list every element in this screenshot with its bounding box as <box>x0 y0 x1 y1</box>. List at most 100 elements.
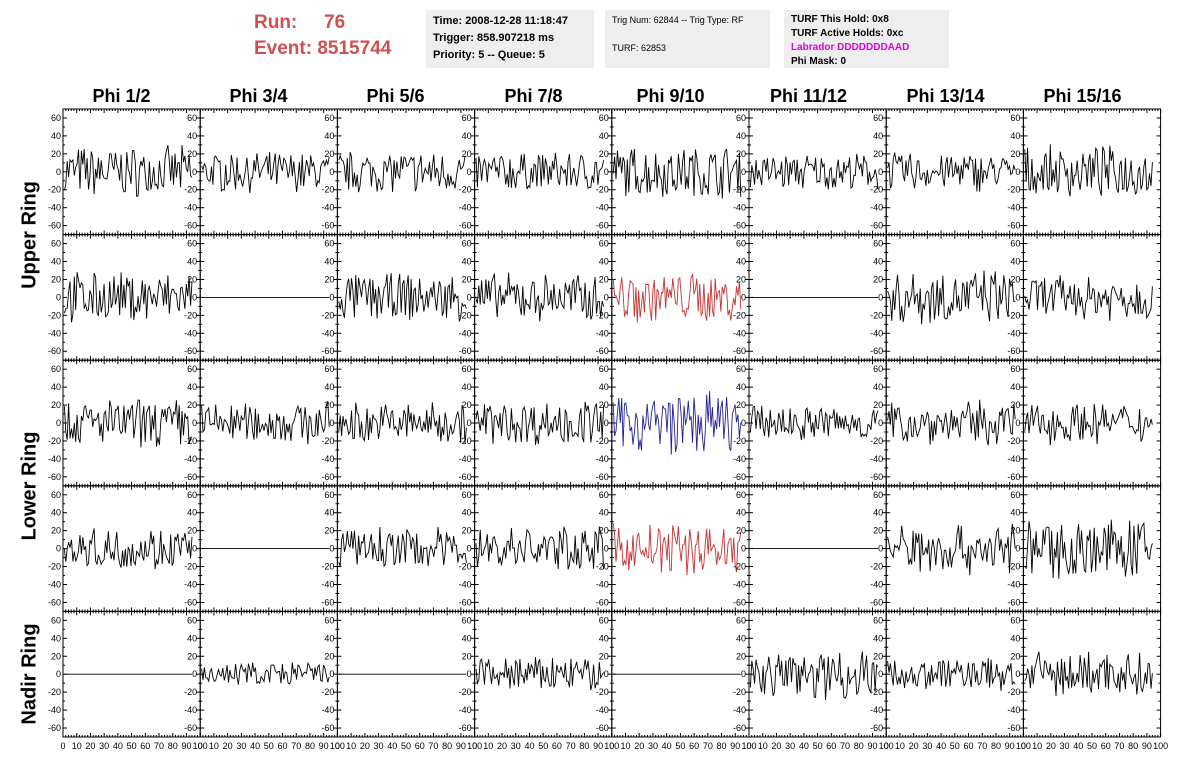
y-tick-label: -60 <box>184 221 197 231</box>
y-tick-label: 0 <box>56 544 61 554</box>
y-tick-label: 0 <box>192 292 197 302</box>
y-tick-label: 20 <box>1010 526 1020 536</box>
y-tick-label: -40 <box>733 454 746 464</box>
y-tick-label: -20 <box>459 562 472 572</box>
y-tick-label: -40 <box>1007 579 1020 589</box>
y-tick-label: -20 <box>870 310 883 320</box>
y-tick-label: -60 <box>48 597 61 607</box>
y-tick-label: -60 <box>596 346 609 356</box>
y-tick-label: 40 <box>1010 131 1020 141</box>
y-tick-label: -20 <box>870 185 883 195</box>
y-tick-label: 40 <box>51 131 61 141</box>
y-tick-label: -60 <box>733 472 746 482</box>
y-tick-label: 20 <box>462 400 472 410</box>
y-tick-label: -60 <box>459 597 472 607</box>
waveform-trace <box>749 153 879 190</box>
y-tick-label: -40 <box>870 328 883 338</box>
waveform-trace <box>475 526 605 570</box>
y-tick-label: -40 <box>184 705 197 715</box>
y-tick-label: 40 <box>462 382 472 392</box>
y-tick-label: 40 <box>462 633 472 643</box>
panel-frame <box>748 108 887 236</box>
y-tick-label: -20 <box>184 687 197 697</box>
y-tick-label: -40 <box>459 454 472 464</box>
run-value: 76 <box>324 12 346 33</box>
y-tick-label: -40 <box>733 328 746 338</box>
y-tick-label: 60 <box>324 239 334 249</box>
y-tick-label: -60 <box>870 221 883 231</box>
y-tick-label: 60 <box>599 490 609 500</box>
y-tick-label: 0 <box>741 544 746 554</box>
waveform-trace <box>201 152 330 194</box>
y-tick-label: 20 <box>599 651 609 661</box>
y-tick-label: -20 <box>321 185 334 195</box>
y-tick-label: -60 <box>870 472 883 482</box>
y-tick-label: 40 <box>187 382 197 392</box>
waveform-trace <box>338 152 467 193</box>
trigger-text: Trigger: 858.907218 ms <box>433 32 555 44</box>
y-tick-label: 60 <box>51 615 61 625</box>
y-tick-label: 0 <box>192 418 197 428</box>
y-tick-label: -20 <box>48 436 61 446</box>
y-tick-label: 20 <box>1010 400 1020 410</box>
y-tick-label: 0 <box>56 167 61 177</box>
y-tick-label: -40 <box>459 328 472 338</box>
y-tick-label: 60 <box>873 364 883 374</box>
y-tick-label: -40 <box>733 203 746 213</box>
y-tick-label: 0 <box>878 292 883 302</box>
y-tick-label: -60 <box>870 346 883 356</box>
waveform-trace <box>475 401 605 445</box>
y-tick-label: 40 <box>599 508 609 518</box>
y-tick-label: 40 <box>873 508 883 518</box>
y-tick-label: -40 <box>184 328 197 338</box>
y-tick-label: 0 <box>467 544 472 554</box>
y-tick-label: 0 <box>878 418 883 428</box>
y-tick-label: 0 <box>604 292 609 302</box>
y-tick-label: 20 <box>873 400 883 410</box>
y-tick-label: 20 <box>462 274 472 284</box>
y-tick-label: 40 <box>1010 508 1020 518</box>
y-tick-label: -40 <box>870 454 883 464</box>
y-tick-label: 40 <box>187 508 197 518</box>
y-tick-label: -60 <box>1007 472 1020 482</box>
y-tick-label: -40 <box>596 328 609 338</box>
waveform-trace <box>612 522 742 576</box>
y-tick-label: 60 <box>187 615 197 625</box>
panel-frame <box>474 485 613 612</box>
y-tick-label: -40 <box>184 203 197 213</box>
y-tick-label: 40 <box>736 131 746 141</box>
turf-active-text: TURF Active Holds: 0xc <box>791 28 904 39</box>
y-tick-label: 60 <box>51 490 61 500</box>
y-tick-label: 20 <box>51 400 61 410</box>
waveform-trace <box>63 528 193 570</box>
waveform-trace <box>63 272 193 323</box>
y-tick-label: -40 <box>459 705 472 715</box>
y-tick-label: 20 <box>1010 274 1020 284</box>
y-tick-label: -20 <box>48 310 61 320</box>
y-tick-label: -40 <box>48 328 61 338</box>
y-tick-label: 40 <box>324 382 334 392</box>
turf-text: TURF: 62853 <box>612 43 667 53</box>
y-tick-label: -60 <box>733 221 746 231</box>
y-tick-label: 60 <box>1010 113 1020 123</box>
event-value: 8515744 <box>317 38 392 59</box>
y-tick-label: 20 <box>462 526 472 536</box>
panel-frame <box>474 359 613 487</box>
y-tick-label: -20 <box>459 185 472 195</box>
y-tick-label: -60 <box>733 597 746 607</box>
turf-info-box: TURF This Hold: 0x8 TURF Active Holds: 0… <box>784 10 949 68</box>
y-tick-label: -40 <box>596 454 609 464</box>
y-tick-label: -60 <box>733 346 746 356</box>
y-tick-label: -40 <box>1007 328 1020 338</box>
panel-frame <box>474 234 613 361</box>
y-tick-label: 20 <box>1010 149 1020 159</box>
y-tick-label: 20 <box>736 274 746 284</box>
waveform-trace <box>1024 144 1153 197</box>
y-tick-label: -20 <box>596 562 609 572</box>
y-tick-label: -60 <box>596 221 609 231</box>
waveform-trace <box>749 405 879 441</box>
y-tick-label: -60 <box>1007 597 1020 607</box>
y-tick-label: 40 <box>462 508 472 518</box>
y-tick-label: -20 <box>596 687 609 697</box>
